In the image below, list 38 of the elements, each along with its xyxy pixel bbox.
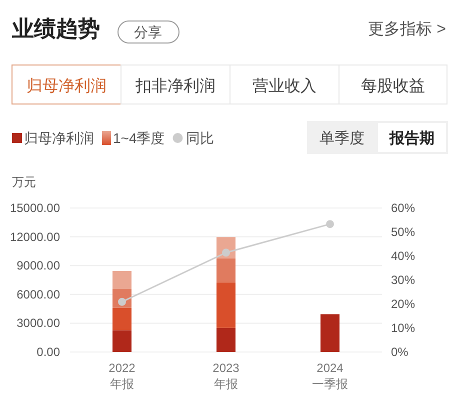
- text: 报告期: [388, 130, 434, 147]
- y-axis-title: 万元: [12, 175, 36, 189]
- text: 扣非净利润: [134, 77, 216, 95]
- x-tick-label: 2022 年报: [108, 361, 136, 391]
- legend-label: 1~4季度: [113, 130, 165, 146]
- y2-tick-label: 30%: [391, 273, 416, 287]
- y2-tick-label: 40%: [391, 249, 416, 263]
- text: 更多指标 >: [368, 20, 446, 38]
- bar: [216, 282, 236, 328]
- bar: [216, 328, 236, 352]
- point: [222, 248, 230, 257]
- y-tick-label: 9000.00: [16, 258, 60, 273]
- legend-label: 同比: [186, 130, 214, 146]
- y2-tick-label: 0%: [391, 345, 409, 359]
- bar: [112, 270, 132, 290]
- x-tick-label: 2024 一季报: [312, 361, 348, 391]
- y-tick-label: 6000.00: [16, 287, 60, 302]
- y2-tick-label: 60%: [391, 201, 416, 215]
- legend-label: 归母净利润: [24, 130, 94, 146]
- y-tick-label: 15000.00: [10, 201, 60, 215]
- x-tick-label: 2023 年报: [212, 361, 240, 391]
- y2-tick-label: 10%: [391, 321, 416, 335]
- y-tick-label: 3000.00: [16, 316, 60, 330]
- bar: [216, 258, 236, 282]
- text: 每股收益: [361, 77, 425, 95]
- bar: [112, 330, 132, 352]
- bar: [112, 308, 132, 330]
- chart-title: 业绩趋势: [11, 16, 100, 41]
- point: [326, 220, 334, 228]
- y-tick-label: 0.00: [36, 345, 60, 359]
- share-button: 分享: [118, 20, 180, 44]
- text: 营业收入: [252, 77, 316, 95]
- y2-tick-label: 20%: [391, 297, 416, 311]
- y-tick-label: 12000.00: [10, 230, 60, 244]
- text: 归母净利润: [26, 77, 106, 95]
- bar: [320, 314, 340, 352]
- text: 单季度: [320, 130, 364, 147]
- y2-tick-label: 50%: [391, 225, 416, 239]
